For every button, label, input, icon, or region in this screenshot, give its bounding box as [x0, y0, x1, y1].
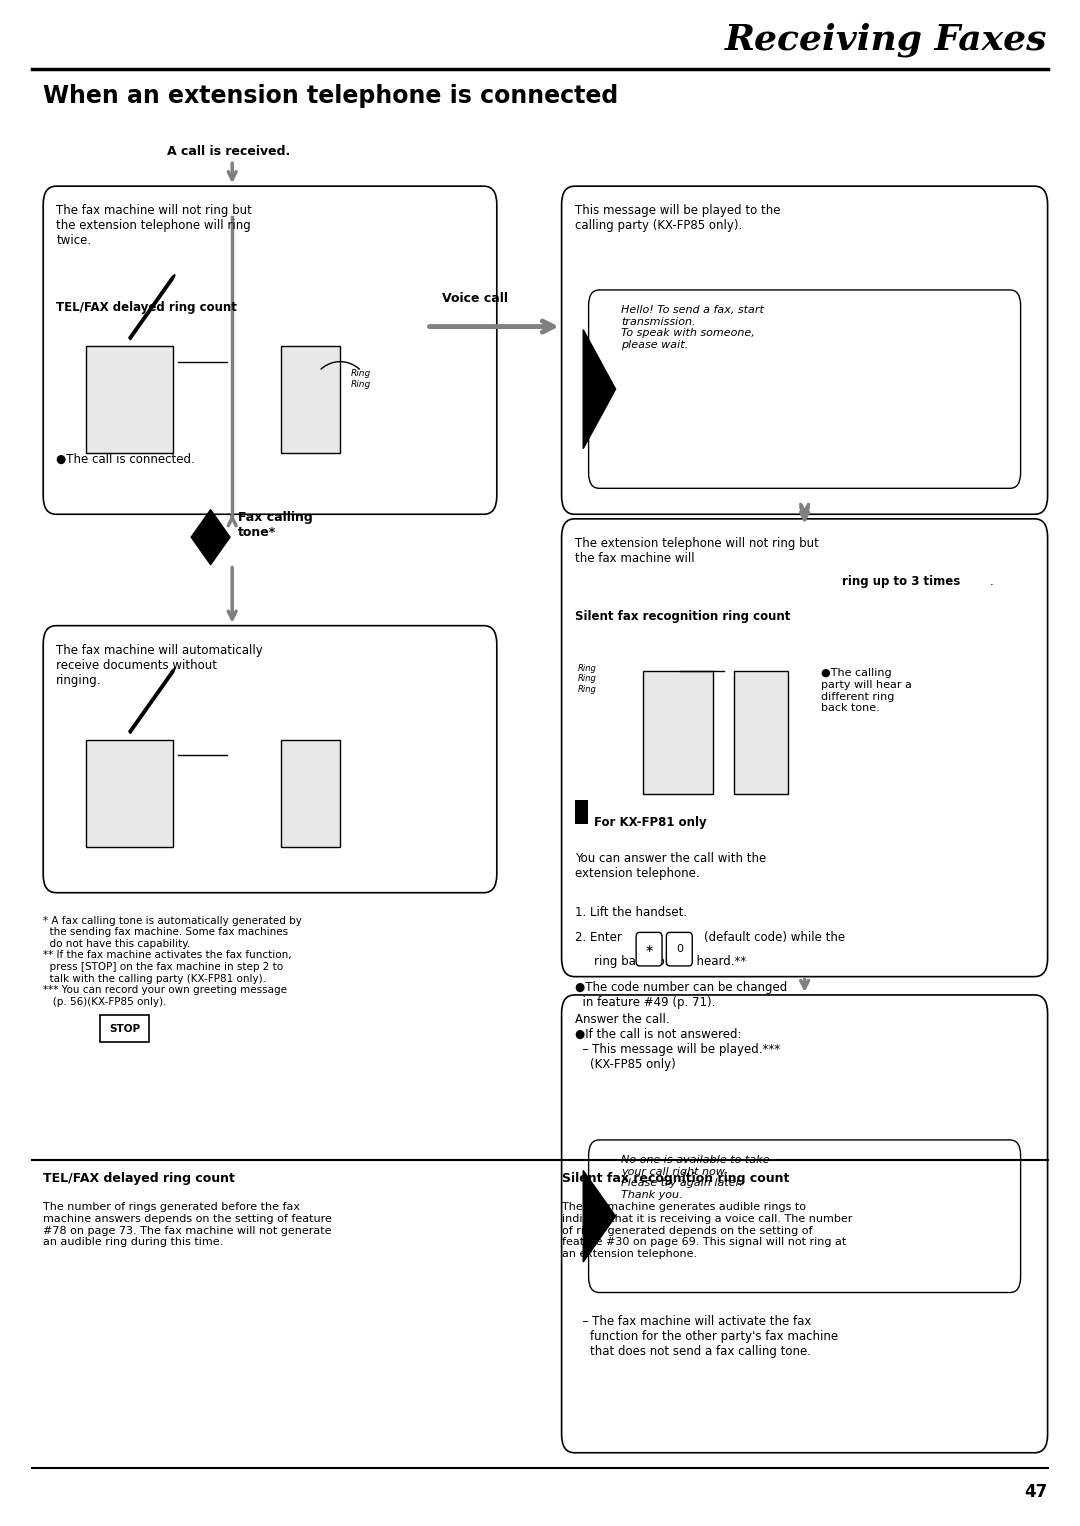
FancyBboxPatch shape [562, 995, 1048, 1453]
Text: The number of rings generated before the fax
machine answers depends on the sett: The number of rings generated before the… [43, 1202, 332, 1247]
Text: Ring
Ring
Ring: Ring Ring Ring [578, 664, 596, 694]
Text: You can answer the call with the
extension telephone.: You can answer the call with the extensi… [575, 852, 766, 879]
Text: .: . [989, 575, 993, 589]
FancyBboxPatch shape [589, 1140, 1021, 1293]
Text: When an extension telephone is connected: When an extension telephone is connected [43, 84, 619, 108]
Text: This message will be played to the
calling party (KX-FP85 only).: This message will be played to the calli… [575, 204, 780, 232]
FancyBboxPatch shape [589, 290, 1021, 488]
Text: 2. Enter: 2. Enter [575, 931, 625, 945]
Text: The fax machine will automatically
receive documents without
ringing.: The fax machine will automatically recei… [56, 644, 262, 687]
Text: 47: 47 [1024, 1483, 1048, 1502]
FancyArrow shape [129, 668, 175, 734]
Text: Silent fax recognition ring count: Silent fax recognition ring count [562, 1172, 789, 1186]
FancyBboxPatch shape [43, 186, 497, 514]
Text: Voice call: Voice call [442, 291, 509, 305]
FancyArrow shape [129, 275, 175, 340]
Text: (default code) while the: (default code) while the [704, 931, 846, 945]
Text: Fax calling
tone*: Fax calling tone* [238, 511, 312, 539]
FancyBboxPatch shape [666, 932, 692, 966]
Text: The extension telephone will not ring but
the fax machine will: The extension telephone will not ring bu… [575, 537, 819, 565]
Text: ●The call is connected.: ●The call is connected. [56, 453, 194, 467]
Text: Hello! To send a fax, start
transmission.
To speak with someone,
please wait.: Hello! To send a fax, start transmission… [621, 305, 764, 349]
Bar [86, 740, 173, 847]
Polygon shape [583, 1170, 616, 1262]
FancyBboxPatch shape [636, 932, 662, 966]
Polygon shape [583, 330, 616, 449]
Text: STOP: STOP [109, 1024, 140, 1033]
FancyBboxPatch shape [100, 1015, 149, 1042]
Text: 0: 0 [676, 945, 683, 954]
FancyBboxPatch shape [562, 186, 1048, 514]
Text: 1. Lift the handset.: 1. Lift the handset. [575, 906, 687, 920]
Bar [734, 671, 788, 794]
Bar [575, 800, 588, 824]
Text: ●The calling
party will hear a
different ring
back tone.: ●The calling party will hear a different… [821, 668, 912, 713]
FancyBboxPatch shape [43, 626, 497, 893]
Text: The fax machine generates audible rings to
indicate that it is receiving a voice: The fax machine generates audible rings … [562, 1202, 852, 1259]
Text: ●The code number can be changed
  in feature #49 (p. 71).: ●The code number can be changed in featu… [575, 981, 787, 1009]
Text: Receiving Faxes: Receiving Faxes [725, 23, 1048, 58]
Text: TEL/FAX delayed ring count: TEL/FAX delayed ring count [43, 1172, 235, 1186]
Text: ring back tone is heard.**: ring back tone is heard.** [594, 955, 746, 969]
Text: * A fax calling tone is automatically generated by
  the sending fax machine. So: * A fax calling tone is automatically ge… [43, 916, 302, 1007]
Bar [86, 346, 173, 453]
Text: ring up to 3 times: ring up to 3 times [842, 575, 960, 589]
Text: TEL/FAX delayed ring count: TEL/FAX delayed ring count [56, 301, 237, 314]
Text: – The fax machine will activate the fax
    function for the other party's fax m: – The fax machine will activate the fax … [575, 1315, 838, 1358]
Text: Answer the call.
●If the call is not answered:
  – This message will be played.*: Answer the call. ●If the call is not ans… [575, 1013, 780, 1071]
Text: For KX-FP81 only: For KX-FP81 only [594, 816, 706, 830]
Text: A call is received.: A call is received. [167, 145, 291, 159]
Text: ∗: ∗ [645, 945, 653, 954]
Text: No one is available to take
your call right now.
Please try again later.
Thank y: No one is available to take your call ri… [621, 1155, 770, 1199]
Bar [281, 346, 340, 453]
Polygon shape [191, 510, 230, 565]
Text: Silent fax recognition ring count: Silent fax recognition ring count [575, 610, 789, 624]
Text: Ring
Ring: Ring Ring [351, 369, 372, 389]
Bar [643, 671, 713, 794]
Bar [281, 740, 340, 847]
Text: The fax machine will not ring but
the extension telephone will ring
twice.: The fax machine will not ring but the ex… [56, 204, 252, 247]
FancyBboxPatch shape [562, 519, 1048, 977]
